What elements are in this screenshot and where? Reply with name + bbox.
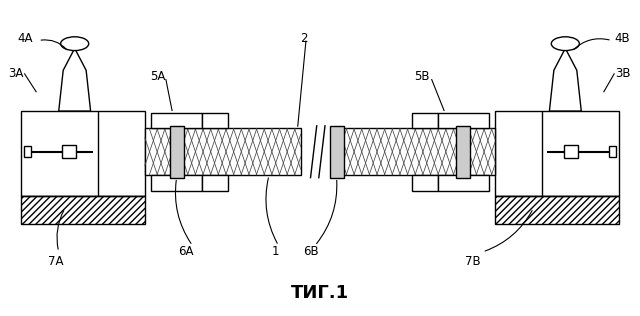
Bar: [330, 126, 344, 178]
Bar: [62, 145, 76, 158]
Text: 1: 1: [271, 246, 279, 258]
Bar: [145, 128, 301, 175]
Text: 7B: 7B: [465, 255, 481, 268]
Bar: [609, 146, 616, 157]
Bar: [151, 112, 202, 128]
Polygon shape: [59, 48, 91, 111]
Polygon shape: [307, 125, 333, 178]
Bar: [170, 126, 184, 178]
Text: 2: 2: [300, 33, 308, 46]
Bar: [495, 111, 620, 196]
Bar: [438, 175, 489, 191]
Bar: [202, 175, 228, 191]
Text: 5A: 5A: [150, 70, 165, 83]
Circle shape: [61, 37, 89, 51]
Text: 5B: 5B: [414, 70, 429, 83]
Bar: [412, 112, 438, 128]
Text: 7A: 7A: [48, 255, 63, 268]
Bar: [20, 111, 145, 196]
Bar: [20, 196, 145, 224]
Bar: [326, 128, 495, 175]
Text: ΤИГ.1: ΤИГ.1: [291, 284, 349, 302]
Bar: [151, 175, 202, 191]
Circle shape: [551, 37, 579, 51]
Bar: [564, 145, 578, 158]
Text: 6B: 6B: [303, 246, 318, 258]
Text: 6A: 6A: [179, 246, 194, 258]
Bar: [495, 196, 620, 224]
Bar: [202, 112, 228, 128]
Bar: [438, 112, 489, 128]
Bar: [412, 175, 438, 191]
Bar: [456, 126, 470, 178]
Text: 3B: 3B: [615, 67, 630, 80]
Text: 3A: 3A: [8, 67, 23, 80]
Text: 4B: 4B: [615, 33, 630, 46]
Polygon shape: [549, 48, 581, 111]
Bar: [24, 146, 31, 157]
Text: 4A: 4A: [18, 33, 33, 46]
